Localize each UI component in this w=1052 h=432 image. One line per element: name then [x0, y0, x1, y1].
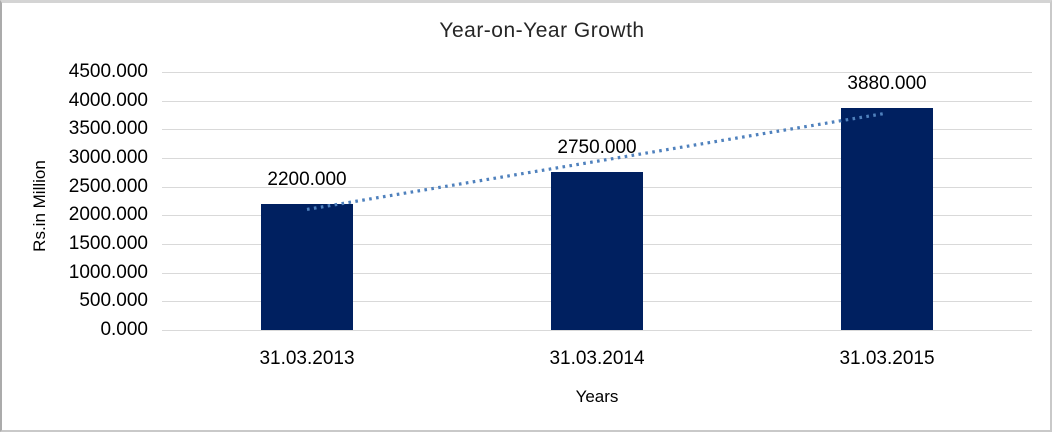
- y-axis-tick-label: 500.000: [79, 290, 148, 312]
- y-axis-tick-label: 2000.000: [68, 204, 148, 226]
- y-axis-tick-label: 0.000: [100, 319, 148, 340]
- chart-title: Year-on-Year Growth: [439, 19, 645, 42]
- x-axis-tick-label: 31.03.2015: [839, 348, 935, 369]
- bar: [261, 203, 353, 330]
- y-axis-tick-label: 1500.000: [68, 233, 148, 254]
- bar-value-label: 2200.000: [267, 168, 347, 190]
- gridline: [162, 330, 1032, 331]
- bar: [841, 107, 933, 330]
- bar-value-label: 3880.000: [847, 72, 927, 94]
- bar-value-label: 2750.000: [557, 137, 637, 159]
- y-axis-tick-label: 3000.000: [68, 147, 148, 168]
- x-axis-title: Years: [575, 387, 619, 406]
- x-axis-tick-label: 31.03.2014: [549, 348, 645, 369]
- y-axis-tick-label: 1000.000: [68, 261, 148, 283]
- y-axis-tick-label: 4000.000: [68, 89, 148, 111]
- gridline: [162, 100, 1032, 102]
- y-axis-tick-label: 3500.000: [68, 118, 148, 140]
- y-axis-tick-label: 4500.000: [68, 61, 148, 82]
- gridline: [162, 72, 1032, 73]
- bar: [551, 172, 643, 330]
- x-axis-tick-label: 31.03.2013: [259, 348, 355, 369]
- y-axis-tick-label: 2500.000: [68, 175, 148, 197]
